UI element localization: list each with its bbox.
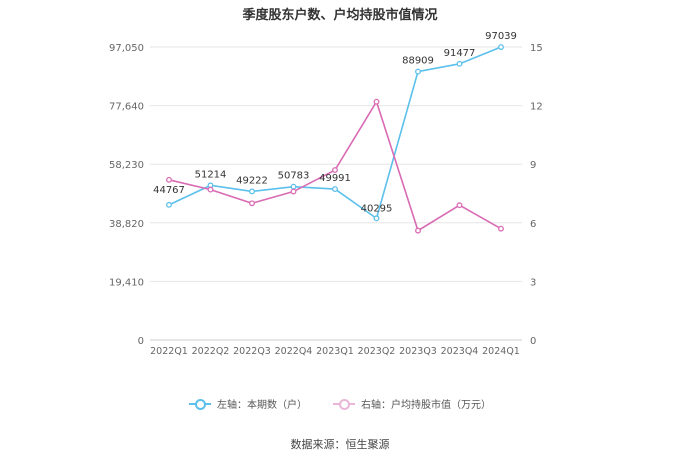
data-point-left bbox=[456, 60, 463, 67]
data-label: 88909 bbox=[402, 56, 434, 67]
data-point-right bbox=[498, 225, 504, 232]
data-point-right bbox=[332, 167, 338, 174]
y-left-tick-label: 19,410 bbox=[109, 277, 144, 288]
chart-title: 季度股东户数、户均持股市值情况 bbox=[242, 8, 438, 23]
data-label: 40295 bbox=[361, 203, 393, 214]
y-left-tick-label: 97,050 bbox=[109, 43, 144, 54]
y-right-tick-label: 3 bbox=[530, 277, 536, 288]
data-label: 51214 bbox=[195, 169, 227, 180]
data-point-left bbox=[332, 186, 338, 193]
data-label: 97039 bbox=[485, 31, 517, 42]
x-tick-label: 2022Q4 bbox=[275, 346, 313, 357]
data-point-left bbox=[166, 201, 172, 208]
x-tick-label: 2023Q3 bbox=[399, 346, 437, 357]
y-left-tick-label: 58,230 bbox=[109, 160, 144, 171]
data-point-left bbox=[249, 188, 255, 195]
x-tick-label: 2022Q2 bbox=[192, 346, 230, 357]
data-point-left bbox=[373, 215, 380, 222]
data-label: 44767 bbox=[153, 185, 185, 196]
x-tick-label: 2022Q1 bbox=[150, 346, 188, 357]
y-left-tick-label: 77,640 bbox=[109, 102, 144, 113]
data-point-right bbox=[373, 98, 380, 105]
legend-marker-left bbox=[189, 398, 211, 410]
series-line-right bbox=[168, 99, 502, 232]
legend-item-left[interactable]: 左轴：本期数（户） bbox=[189, 396, 307, 411]
legend-label-left: 左轴：本期数（户） bbox=[217, 400, 307, 411]
data-point-right bbox=[207, 186, 214, 193]
data-label: 91477 bbox=[444, 48, 476, 59]
data-point-left bbox=[290, 183, 297, 190]
legend-item-right[interactable]: 右轴：户均持股市值（万元） bbox=[333, 396, 491, 411]
x-tick-label: 2022Q3 bbox=[233, 346, 271, 357]
y-left-tick-label: 38,820 bbox=[109, 219, 144, 230]
y-right-tick-label: 9 bbox=[530, 160, 536, 171]
data-point-right bbox=[415, 227, 421, 234]
x-tick-label: 2023Q1 bbox=[316, 346, 354, 357]
data-label: 49991 bbox=[319, 173, 351, 184]
data-point-right bbox=[249, 200, 255, 207]
legend-marker-right bbox=[333, 398, 355, 410]
x-tick-label: 2023Q4 bbox=[441, 346, 479, 357]
legend-label-right: 右轴：户均持股市值（万元） bbox=[361, 400, 491, 411]
y-left-tick-label: 0 bbox=[138, 336, 144, 347]
y-right-tick-label: 0 bbox=[530, 336, 536, 347]
data-label: 49222 bbox=[236, 175, 268, 186]
y-right-tick-label: 15 bbox=[530, 43, 543, 54]
data-source: 数据来源：恒生聚源 bbox=[290, 438, 390, 451]
data-label: 50783 bbox=[278, 171, 310, 182]
x-tick-label: 2024Q1 bbox=[482, 346, 520, 357]
data-point-right bbox=[456, 202, 463, 209]
y-right-tick-label: 12 bbox=[530, 102, 543, 113]
data-point-right bbox=[166, 176, 172, 183]
data-point-left bbox=[498, 44, 504, 50]
legend: 左轴：本期数（户） 右轴：户均持股市值（万元） bbox=[0, 396, 680, 411]
data-point-right bbox=[290, 188, 297, 195]
data-point-left bbox=[415, 68, 421, 75]
x-tick-label: 2023Q2 bbox=[358, 346, 396, 357]
y-right-tick-label: 6 bbox=[530, 219, 536, 230]
